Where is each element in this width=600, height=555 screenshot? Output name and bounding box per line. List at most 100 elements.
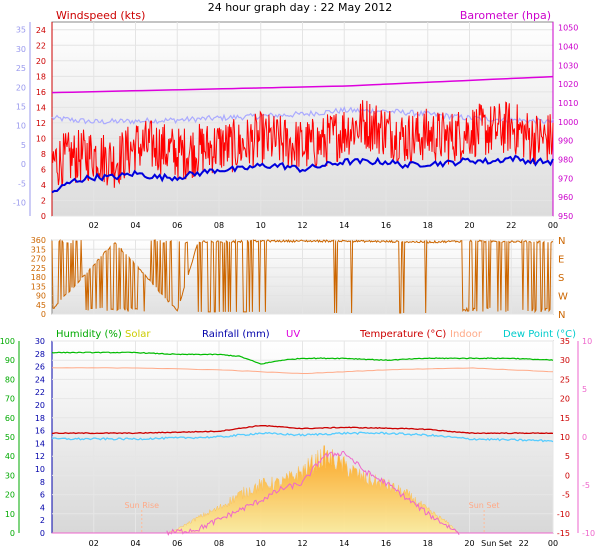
legend-item: Temperature (°C) [359, 329, 446, 340]
rainfall-tick-label: 4 [40, 503, 45, 512]
chart-title: 24 hour graph day : 22 May 2012 [208, 1, 393, 14]
temperature-tick-label: 10 [560, 433, 570, 442]
barometer-tick-label: 960 [558, 193, 573, 202]
panel3-x-tick-label: 16 [381, 539, 391, 548]
humidity-tick-label: 60 [5, 414, 15, 423]
sun-annotation: Sun Rise [124, 501, 159, 510]
series-wind-direction [51, 238, 554, 314]
barometer-tick-label: 1000 [558, 118, 578, 127]
humidity-tick-label: 70 [5, 395, 15, 404]
barometer-tick-label: 1040 [558, 42, 578, 51]
uv-tick-label: 0 [582, 433, 587, 442]
panel3-x-tick-label: 10 [256, 539, 266, 548]
temperature-tick-label: -5 [562, 491, 570, 500]
panel1-x-tick-label: 10 [256, 221, 266, 230]
barometer-tick-label: 1030 [558, 61, 578, 70]
temperature-tick-label: -10 [557, 510, 570, 519]
rainfall-tick-label: 16 [35, 427, 45, 436]
humidity-tick-label: 40 [5, 452, 15, 461]
compass-tick-label: N [558, 236, 565, 247]
direction-tick-label: 45 [36, 301, 46, 310]
legend-item: Rainfall (mm) [202, 329, 270, 340]
compass-tick-label: W [558, 292, 568, 303]
windspeed-tick-label: 20 [36, 57, 46, 66]
compass-tick-label: S [558, 273, 564, 284]
sun-annotation: Sun Set [469, 501, 500, 510]
panel3-x-tick-label: 18 [423, 539, 433, 548]
outer-axis-tick-label: 25 [16, 64, 26, 73]
series-barometer [51, 75, 554, 94]
rainfall-tick-label: 10 [35, 465, 45, 474]
outer-axis-tick-label: 0 [21, 160, 26, 169]
panel1-x-tick-label: 20 [464, 221, 474, 230]
windspeed-tick-label: 12 [36, 119, 46, 128]
panel1-x-tick-label: 18 [423, 221, 433, 230]
panel3-x-tick-label: 14 [339, 539, 349, 548]
outer-axis-tick-label: 10 [16, 122, 26, 131]
direction-tick-label: 135 [31, 282, 46, 291]
legend-item: UV [286, 329, 300, 340]
temperature-tick-label: 25 [560, 375, 570, 384]
panel1-x-tick-label: 04 [130, 221, 140, 230]
rainfall-tick-label: 22 [35, 388, 45, 397]
temperature-tick-label: 5 [565, 452, 570, 461]
compass-tick-label: N [558, 310, 565, 321]
legend-item: Dew Point (°C) [503, 329, 576, 340]
temperature-tick-label: 35 [560, 337, 570, 346]
panel3-x-tick-label: 12 [297, 539, 307, 548]
panel3-x-tick-label: 00 [548, 539, 558, 548]
rainfall-tick-label: 20 [35, 401, 45, 410]
humidity-tick-label: 50 [5, 433, 15, 442]
humidity-tick-label: 0 [10, 529, 15, 538]
temperature-tick-label: 0 [565, 471, 570, 480]
panel1-x-tick-label: 02 [89, 221, 99, 230]
barometer-axis-label: Barometer (hpa) [460, 9, 551, 22]
windspeed-tick-label: 18 [36, 72, 46, 81]
humidity-tick-label: 100 [0, 337, 15, 346]
legend-item: Solar [125, 329, 151, 340]
series-indoor [51, 367, 554, 374]
rainfall-tick-label: 14 [35, 439, 45, 448]
outer-axis-tick-label: -10 [13, 199, 26, 208]
series-solar [166, 445, 460, 534]
series-windspeed [51, 100, 554, 188]
series-temperature [51, 425, 554, 435]
barometer-tick-label: 1050 [558, 24, 578, 33]
series-uv-line [166, 450, 460, 536]
panel1-x-tick-label: 06 [172, 221, 182, 230]
rainfall-tick-label: 24 [35, 375, 45, 384]
direction-tick-label: 270 [31, 255, 46, 264]
direction-tick-label: 315 [31, 245, 46, 254]
outer-axis-tick-label: 30 [16, 45, 26, 54]
windspeed-tick-label: 16 [36, 88, 46, 97]
windspeed-tick-label: 22 [36, 41, 46, 50]
rainfall-tick-label: 2 [40, 516, 45, 525]
series-humidity [51, 351, 554, 365]
humidity-tick-label: 10 [5, 510, 15, 519]
humidity-tick-label: 90 [5, 356, 15, 365]
outer-axis-tick-label: 35 [16, 26, 26, 35]
panel1-x-tick-label: 14 [339, 221, 349, 230]
windspeed-axis-label: Windspeed (kts) [56, 9, 145, 22]
legend-item: Humidity (%) [56, 329, 122, 340]
barometer-tick-label: 980 [558, 155, 573, 164]
panel3-x-tick-label: 08 [214, 539, 224, 548]
direction-tick-label: 90 [36, 292, 46, 301]
windspeed-tick-label: 10 [36, 134, 46, 143]
outer-axis-tick-label: -5 [18, 179, 26, 188]
outer-axis-tick-label: 5 [21, 141, 26, 150]
windspeed-tick-label: 2 [41, 196, 46, 205]
direction-tick-label: 360 [31, 236, 46, 245]
barometer-tick-label: 1020 [558, 80, 578, 89]
panel1-x-tick-label: 12 [297, 221, 307, 230]
panel3-x-tick-label: 22 [519, 539, 529, 548]
barometer-tick-label: 950 [558, 212, 573, 221]
rainfall-tick-label: 18 [35, 414, 45, 423]
temperature-tick-label: 20 [560, 395, 570, 404]
uv-tick-label: 10 [582, 337, 592, 346]
windspeed-tick-label: 8 [41, 150, 46, 159]
direction-tick-label: 225 [31, 264, 46, 273]
temperature-tick-label: 30 [560, 356, 570, 365]
windspeed-tick-label: 4 [41, 181, 46, 190]
outer-axis-tick-label: 15 [16, 103, 26, 112]
